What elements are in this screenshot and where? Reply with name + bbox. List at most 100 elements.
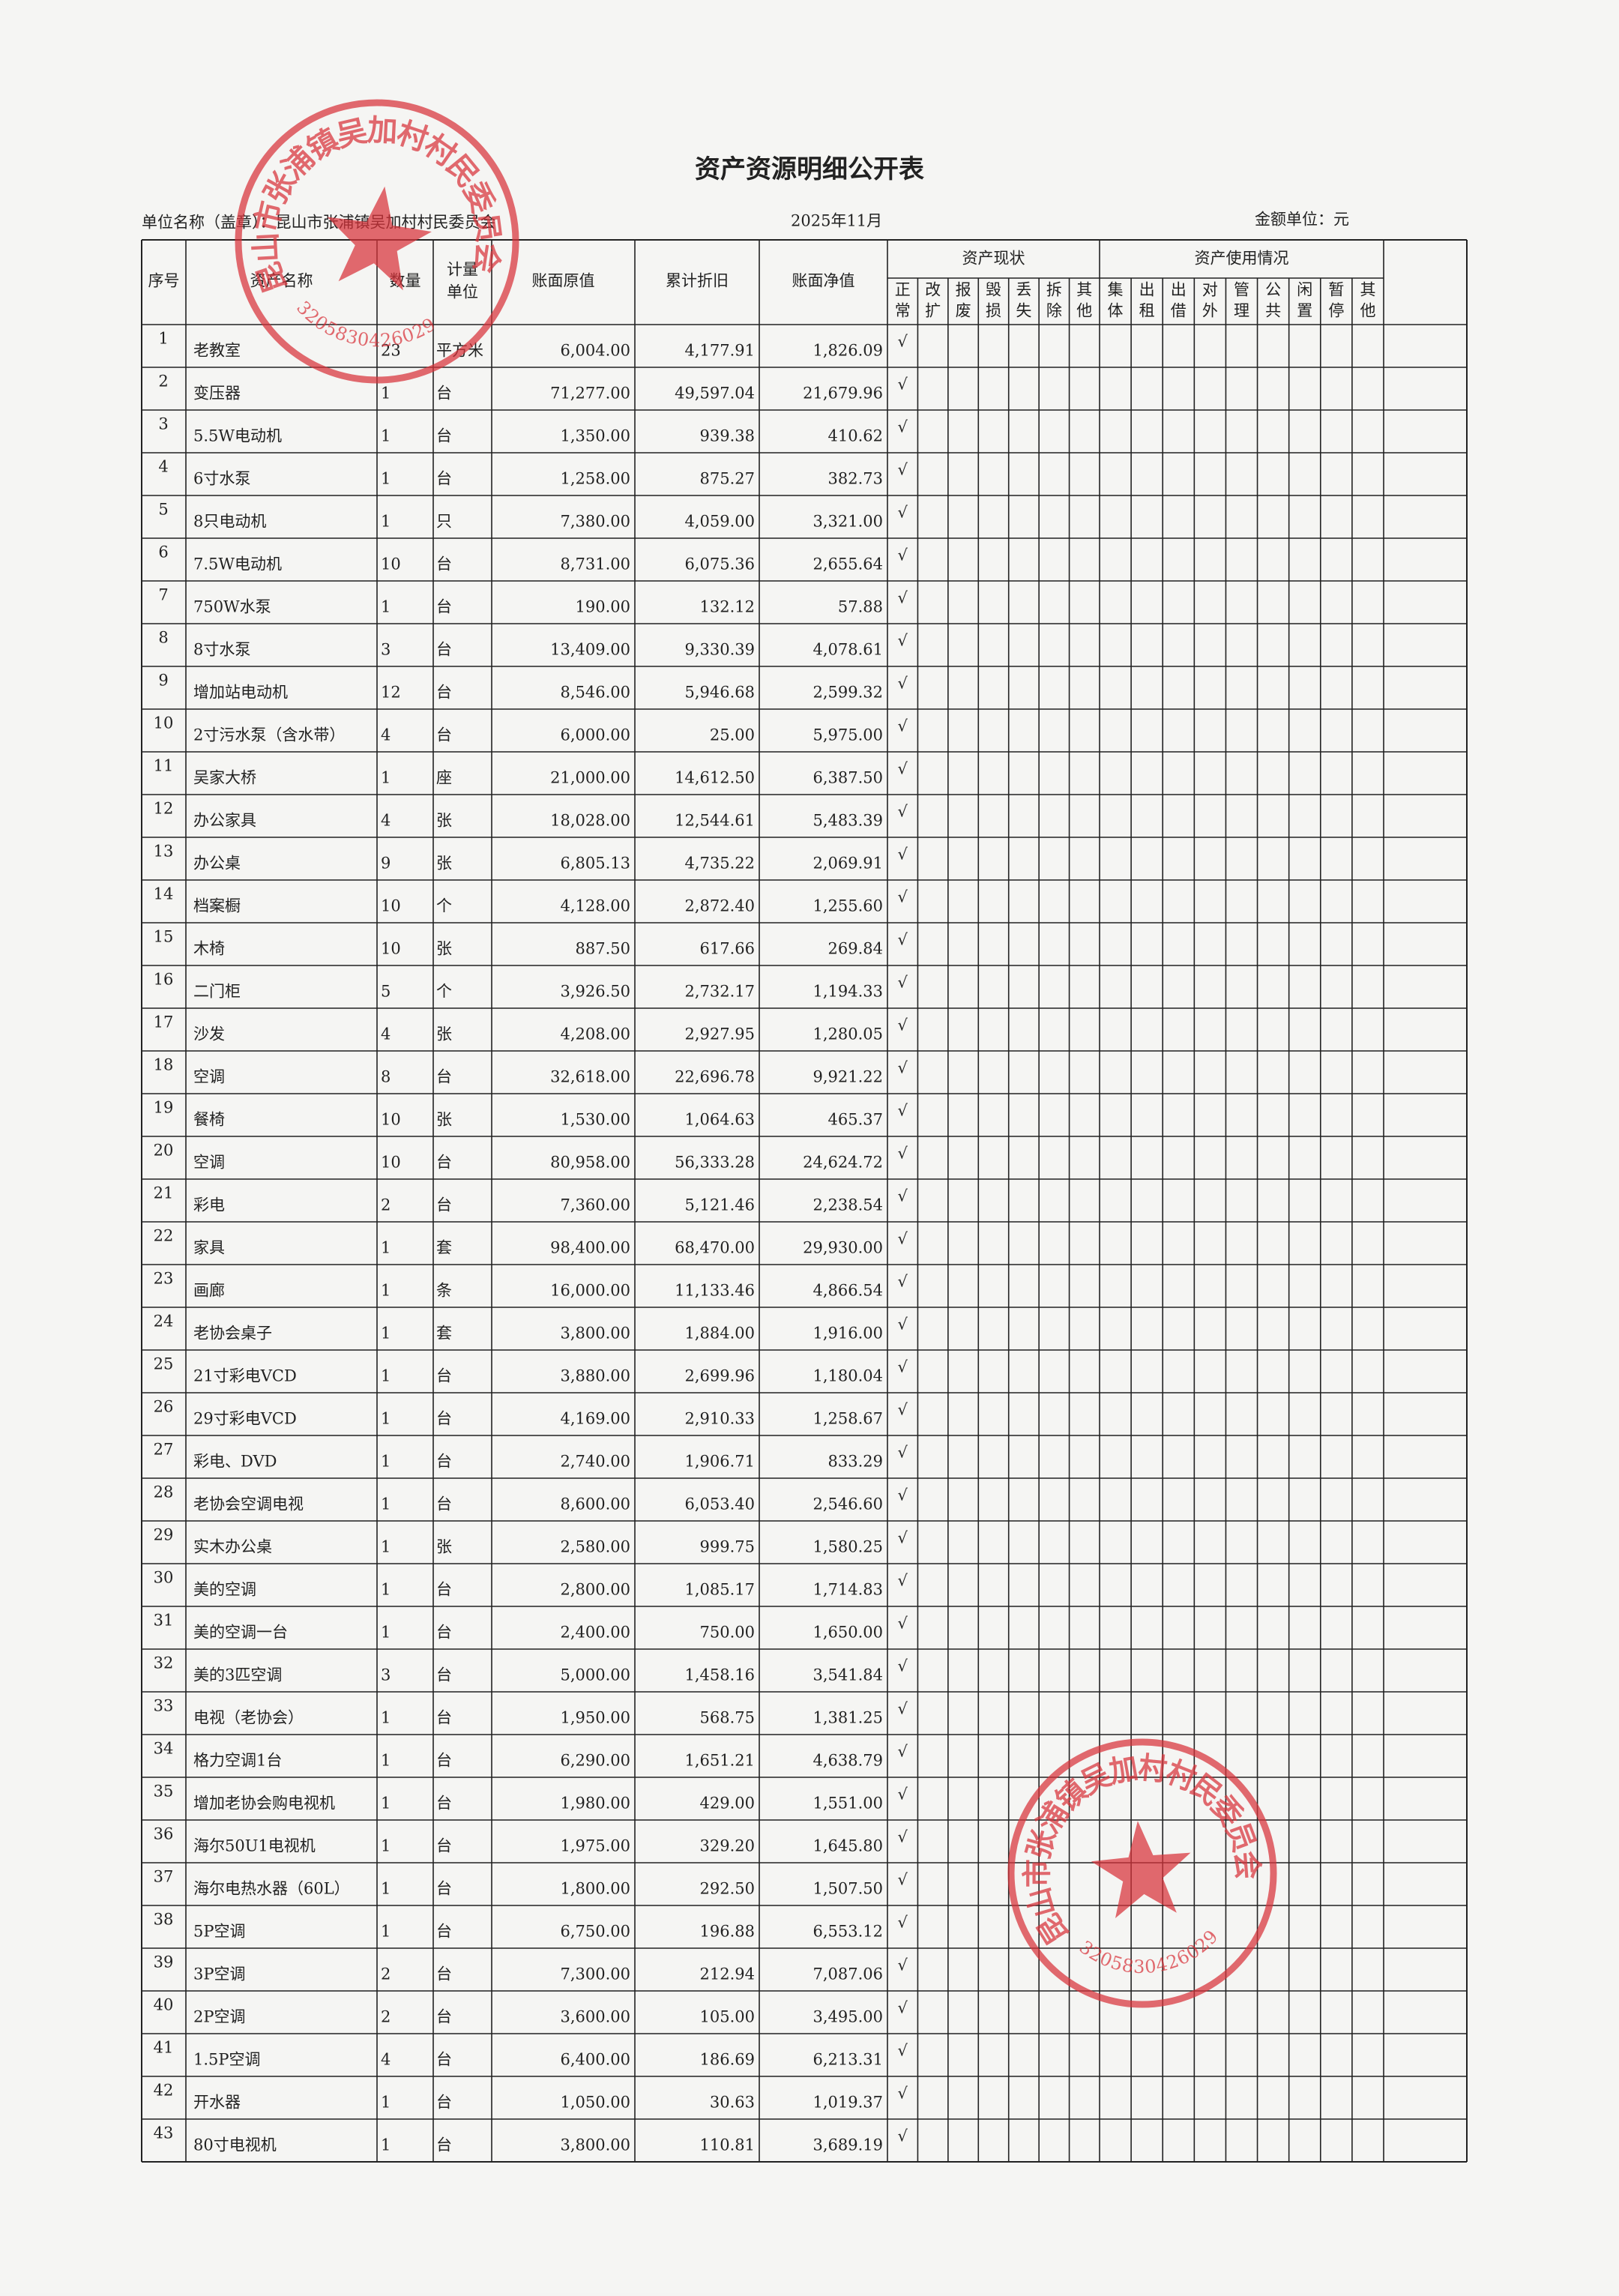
sub-header: 闲 [1297, 281, 1312, 299]
sub-header: 暂 [1328, 281, 1344, 299]
status-check: √ [898, 589, 908, 607]
status-check: √ [898, 546, 908, 564]
quantity: 8 [381, 1068, 391, 1086]
sub-header: 他 [1360, 302, 1375, 320]
status-check: √ [898, 1828, 908, 1846]
sub-header: 毁 [986, 281, 1001, 299]
quantity: 2 [381, 1965, 391, 1983]
unit: 台 [436, 385, 452, 403]
status-check: √ [898, 1657, 908, 1675]
status-check: √ [898, 1914, 908, 1932]
unit: 台 [436, 1880, 452, 1898]
amount: 6,075.36 [684, 555, 755, 573]
status-check: √ [898, 760, 908, 778]
status-check: √ [898, 1700, 908, 1718]
row-number: 36 [154, 1825, 174, 1843]
sub-header: 拆 [1046, 281, 1062, 299]
amount: 410.62 [828, 427, 883, 445]
quantity: 4 [381, 2051, 391, 2069]
amount: 2,927.95 [684, 1025, 755, 1043]
status-check: √ [898, 376, 908, 394]
unit: 台 [436, 1453, 452, 1471]
sub-header: 公 [1265, 281, 1281, 299]
amount: 110.81 [700, 2136, 755, 2154]
row-number: 27 [154, 1441, 174, 1459]
asset-name: 2P空调 [193, 2008, 246, 2026]
asset-name: 老协会空调电视 [193, 1495, 304, 1513]
amount: 2,580.00 [560, 1538, 630, 1556]
status-check: √ [898, 1059, 908, 1077]
amount: 5,000.00 [560, 1666, 630, 1684]
amount: 9,330.39 [684, 641, 755, 659]
row-number: 8 [158, 629, 168, 647]
amount: 1,916.00 [812, 1325, 883, 1343]
group-header: 资产现状 [962, 250, 1025, 268]
quantity: 1 [381, 1325, 391, 1343]
quantity: 1 [381, 385, 391, 403]
sub-header: 改 [925, 281, 941, 299]
amount: 3,800.00 [560, 1325, 630, 1343]
amount: 6,805.13 [560, 855, 630, 873]
amount: 18,028.00 [550, 812, 630, 830]
amount: 269.84 [828, 940, 883, 958]
sub-header: 常 [895, 302, 911, 320]
row-number: 28 [154, 1483, 174, 1501]
row-number: 25 [154, 1355, 174, 1373]
amount: 2,599.32 [812, 684, 883, 702]
quantity: 1 [381, 1581, 391, 1599]
amount: 30.63 [710, 2094, 755, 2112]
amount: 5,975.00 [812, 726, 883, 744]
unit: 台 [436, 1154, 452, 1172]
row-number: 39 [154, 1953, 174, 1971]
asset-name: 老教室 [193, 342, 241, 360]
asset-name: 档案橱 [193, 897, 241, 915]
title: 资产资源明细公开表 [695, 154, 924, 184]
row-number: 19 [154, 1099, 174, 1117]
row-number: 7 [158, 586, 168, 604]
quantity: 9 [381, 855, 391, 873]
amount: 4,169.00 [560, 1410, 630, 1428]
quantity: 1 [381, 1795, 391, 1813]
amount: 3,800.00 [560, 2136, 630, 2154]
asset-name: 老协会桌子 [193, 1325, 272, 1343]
amount: 13,409.00 [550, 641, 630, 659]
amount: 4,177.91 [684, 342, 755, 360]
asset-name: 餐椅 [193, 1111, 225, 1129]
row-number: 29 [154, 1526, 174, 1544]
amount: 7,300.00 [560, 1965, 630, 1983]
status-check: √ [898, 1230, 908, 1248]
row-number: 12 [154, 800, 174, 818]
amount: 1,714.83 [812, 1581, 883, 1599]
amount: 2,238.54 [812, 1196, 883, 1214]
amount: 4,866.54 [812, 1282, 883, 1300]
amount: 2,910.33 [684, 1410, 755, 1428]
row-number: 26 [154, 1398, 174, 1416]
unit: 台 [436, 1709, 452, 1727]
amount: 4,735.22 [684, 855, 755, 873]
amount: 56,333.28 [675, 1154, 755, 1172]
amount: 9,921.22 [812, 1068, 883, 1086]
amount: 8,546.00 [560, 684, 630, 702]
row-number: 11 [154, 757, 174, 775]
amount: 3,541.84 [812, 1666, 883, 1684]
row-number: 21 [154, 1184, 174, 1202]
quantity: 5 [381, 983, 391, 1001]
amount: 1,085.17 [684, 1581, 755, 1599]
sub-header: 对 [1202, 281, 1218, 299]
asset-name: 8寸水泵 [193, 641, 250, 659]
status-check: √ [898, 504, 908, 522]
status-check: √ [898, 2127, 908, 2145]
amount: 1,280.05 [812, 1025, 883, 1043]
sub-header: 停 [1328, 302, 1344, 320]
amount: 14,612.50 [675, 769, 755, 787]
sub-header: 租 [1139, 302, 1155, 320]
amount: 1,180.04 [812, 1367, 883, 1385]
unit: 台 [436, 1410, 452, 1428]
status-check: √ [898, 803, 908, 821]
amount: 16,000.00 [550, 1282, 630, 1300]
asset-name: 美的空调 [193, 1581, 256, 1599]
amount: 7,360.00 [560, 1196, 630, 1214]
quantity: 1 [381, 1367, 391, 1385]
row-number: 30 [154, 1569, 174, 1587]
